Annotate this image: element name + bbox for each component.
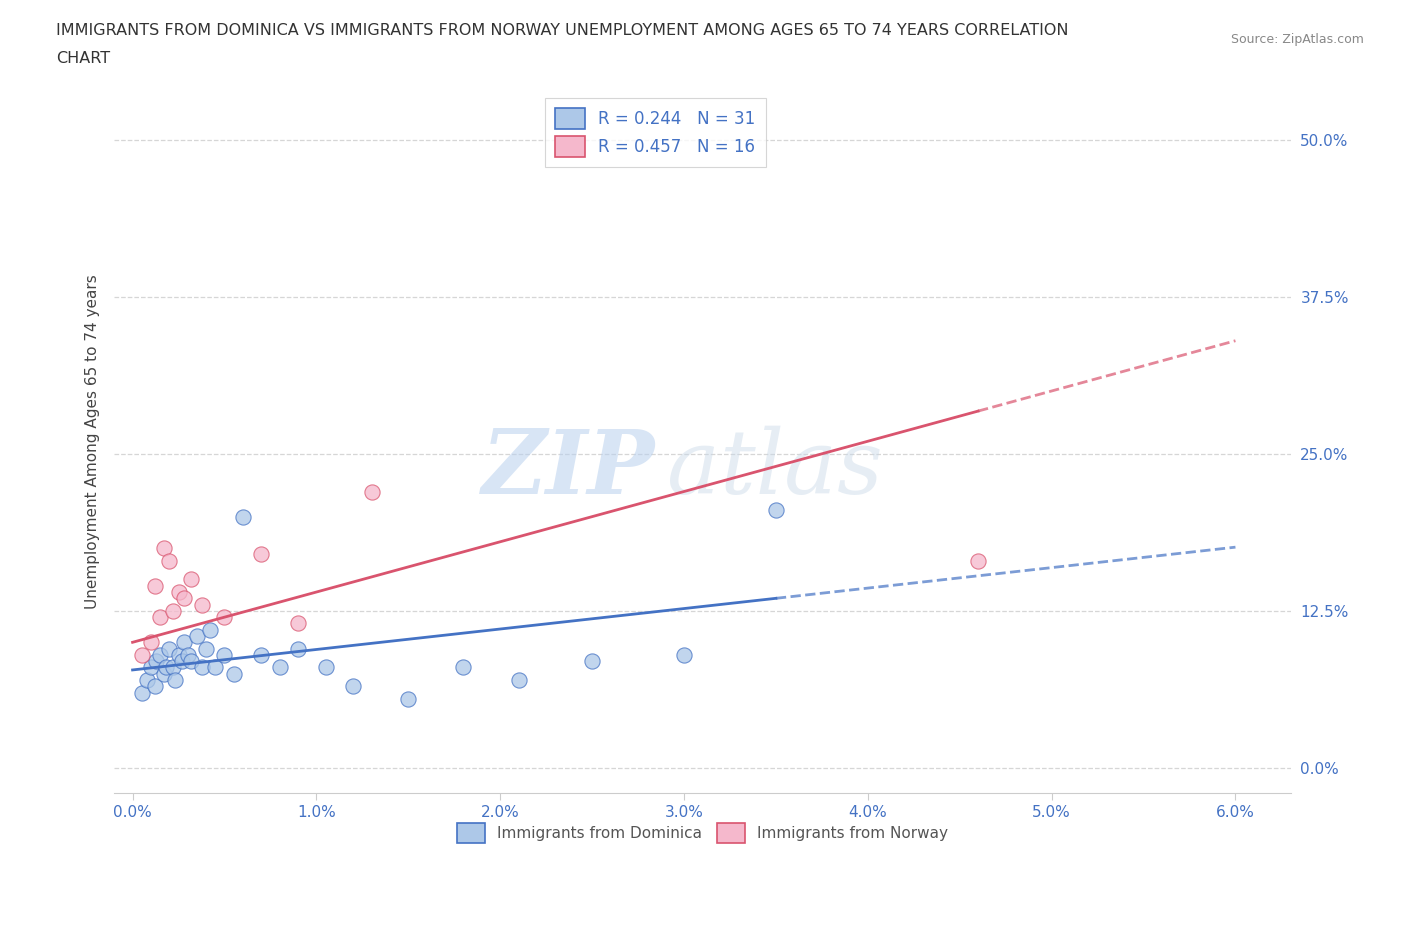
Point — [508, 672, 530, 687]
Point — [155, 660, 177, 675]
Point — [131, 647, 153, 662]
Point — [131, 685, 153, 700]
Point — [157, 553, 180, 568]
Point — [162, 660, 184, 675]
Point — [172, 654, 194, 669]
Point — [250, 647, 273, 662]
Point — [232, 510, 254, 525]
Point — [315, 660, 337, 675]
Text: atlas: atlas — [666, 426, 883, 512]
Point — [195, 641, 218, 656]
Point — [396, 691, 419, 706]
Point — [149, 647, 172, 662]
Point — [167, 647, 190, 662]
Point — [157, 641, 180, 656]
Point — [153, 540, 176, 555]
Point — [214, 647, 236, 662]
Point — [214, 610, 236, 625]
Point — [191, 597, 214, 612]
Point — [153, 666, 176, 681]
Point — [177, 647, 200, 662]
Point — [186, 629, 208, 644]
Text: IMMIGRANTS FROM DOMINICA VS IMMIGRANTS FROM NORWAY UNEMPLOYMENT AMONG AGES 65 TO: IMMIGRANTS FROM DOMINICA VS IMMIGRANTS F… — [56, 23, 1069, 38]
Point — [145, 654, 167, 669]
Point — [269, 660, 291, 675]
Point — [180, 654, 202, 669]
Point — [149, 610, 172, 625]
Point — [167, 585, 190, 600]
Point — [342, 679, 364, 694]
Point — [581, 654, 603, 669]
Point — [136, 672, 159, 687]
Point — [222, 666, 245, 681]
Point — [204, 660, 226, 675]
Point — [287, 641, 309, 656]
Point — [250, 547, 273, 562]
Point — [360, 485, 382, 499]
Point — [173, 635, 195, 650]
Point — [163, 672, 186, 687]
Y-axis label: Unemployment Among Ages 65 to 74 years: Unemployment Among Ages 65 to 74 years — [86, 273, 100, 608]
Point — [967, 553, 990, 568]
Point — [162, 604, 184, 618]
Text: ZIP: ZIP — [482, 426, 655, 512]
Point — [672, 647, 695, 662]
Point — [173, 591, 195, 605]
Point — [287, 616, 309, 631]
Point — [191, 660, 214, 675]
Point — [198, 622, 221, 637]
Point — [453, 660, 475, 675]
Text: Source: ZipAtlas.com: Source: ZipAtlas.com — [1230, 33, 1364, 46]
Point — [180, 572, 202, 587]
Text: CHART: CHART — [56, 51, 110, 66]
Point — [143, 578, 166, 593]
Point — [139, 635, 162, 650]
Point — [765, 503, 787, 518]
Legend: Immigrants from Dominica, Immigrants from Norway: Immigrants from Dominica, Immigrants fro… — [451, 817, 953, 849]
Point — [143, 679, 166, 694]
Point — [139, 660, 162, 675]
